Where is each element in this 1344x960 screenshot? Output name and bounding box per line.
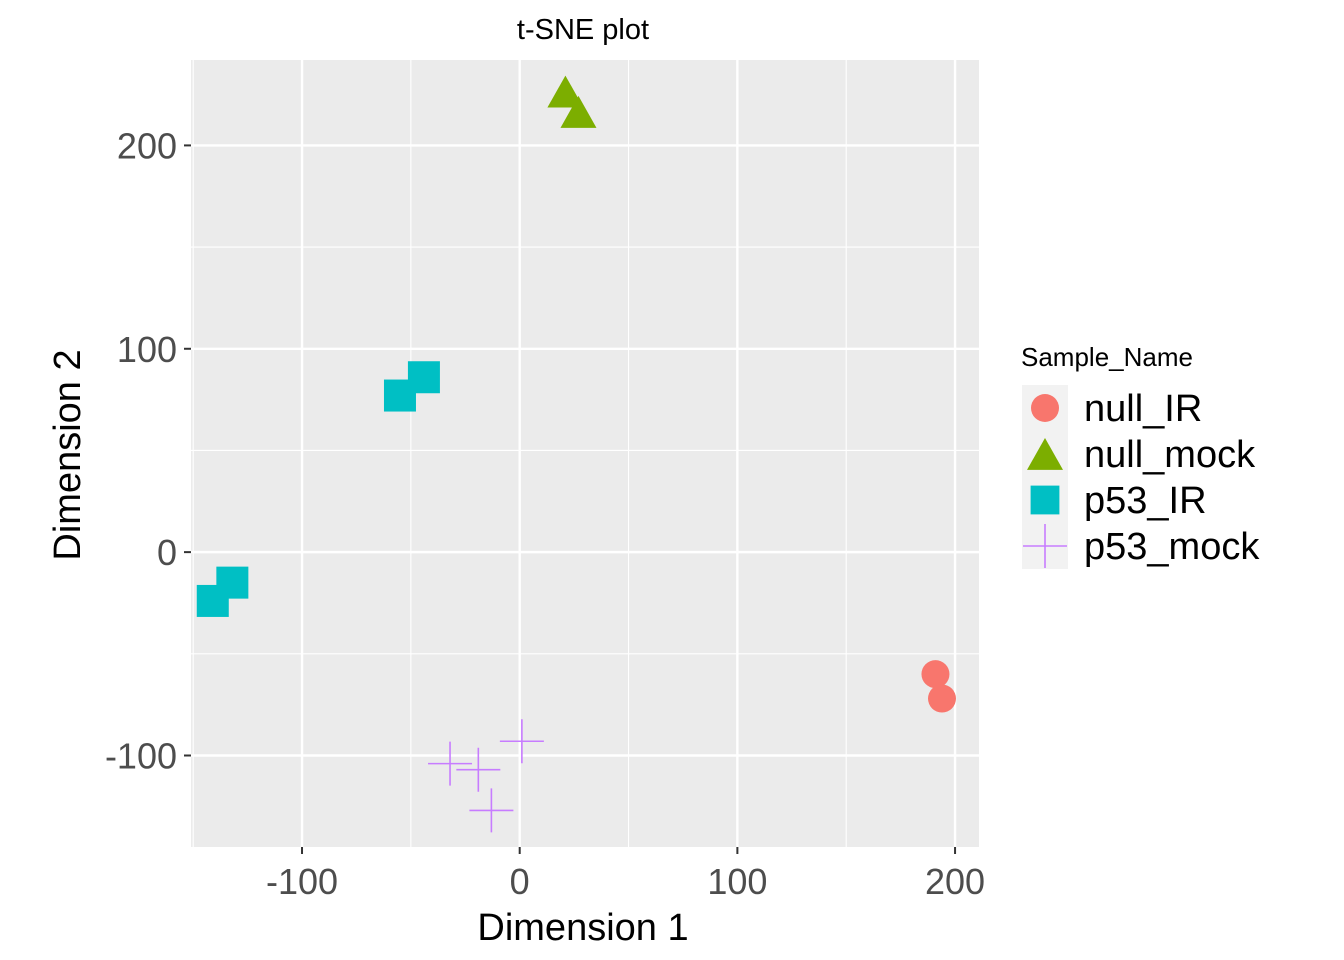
legend-title: Sample_Name bbox=[1021, 342, 1193, 372]
chart-title: t-SNE plot bbox=[517, 14, 649, 46]
data-point-p53-IR bbox=[216, 566, 249, 599]
x-tick-label: 200 bbox=[925, 861, 985, 902]
legend: Sample_Name null_IRnull_mockp53_IRp53_mo… bbox=[1021, 342, 1260, 569]
legend-label: p53_mock bbox=[1084, 526, 1260, 568]
y-tick-label: -100 bbox=[105, 735, 177, 776]
x-axis-title: Dimension 1 bbox=[477, 907, 688, 949]
plot-panel bbox=[191, 60, 979, 847]
data-point-null-IR bbox=[927, 684, 956, 713]
minor-gridlines bbox=[191, 60, 979, 847]
data-point-p53-mock bbox=[469, 788, 514, 833]
legend-label: null_mock bbox=[1084, 434, 1256, 476]
major-gridlines bbox=[191, 60, 979, 847]
legend-label: null_IR bbox=[1084, 388, 1202, 430]
legend-label: p53_IR bbox=[1084, 480, 1207, 522]
x-tick-label: 100 bbox=[707, 861, 767, 902]
y-tick-label: 100 bbox=[117, 329, 177, 370]
data-point-p53-mock bbox=[428, 741, 473, 786]
legend-key-null-IR bbox=[1031, 394, 1059, 422]
x-tick-label: 0 bbox=[510, 861, 530, 902]
y-axis-title: Dimension 2 bbox=[47, 349, 89, 560]
data-points bbox=[196, 75, 956, 833]
data-point-p53-mock bbox=[456, 747, 501, 792]
data-point-null-mock bbox=[560, 95, 597, 128]
data-point-null-mock bbox=[547, 75, 584, 108]
legend-key-p53-mock bbox=[1023, 524, 1067, 568]
x-tick-label: -100 bbox=[266, 861, 338, 902]
legend-key-p53-IR bbox=[1030, 485, 1060, 515]
y-axis-ticks: -100 0 100 200 bbox=[105, 125, 191, 776]
y-tick-label: 0 bbox=[157, 532, 177, 573]
legend-key-null-mock bbox=[1027, 438, 1063, 470]
x-axis-ticks: -100 0 100 200 bbox=[266, 847, 985, 902]
data-point-p53-mock bbox=[499, 719, 544, 764]
y-tick-label: 200 bbox=[117, 125, 177, 166]
data-point-p53-IR bbox=[407, 361, 440, 394]
data-point-null-IR bbox=[921, 660, 950, 689]
